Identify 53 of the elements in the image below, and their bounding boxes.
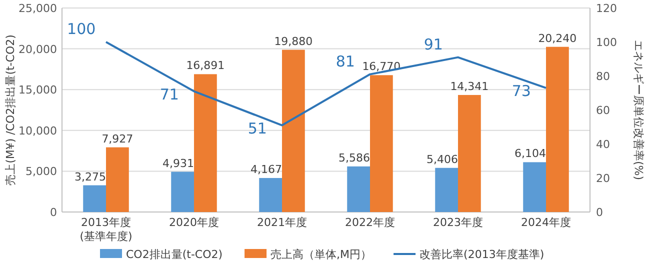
y-tick-label: 25,000 [18,2,57,15]
bar [523,162,546,212]
y2-tick-label: 40 [596,138,610,151]
data-label: 91 [424,35,443,54]
data-label: 7,927 [102,132,134,146]
x-tick-label: 2024年度 [521,216,571,229]
bar [282,50,305,212]
data-label: 51 [248,119,267,138]
bar [458,94,481,212]
data-label: 71 [160,85,179,104]
bar [194,74,217,212]
y2-tick-label: 0 [596,206,603,219]
data-label: 20,240 [538,32,577,45]
data-label: 3,275 [74,170,106,184]
legend-label: 改善比率(2013年度基準) [420,248,544,261]
bar [370,75,393,212]
bar [83,185,106,212]
data-label: 5,586 [338,151,370,164]
y2-tick-label: 20 [596,172,610,185]
y-tick-label: 15,000 [18,84,57,97]
x-tick-label: 2022年度 [345,216,395,229]
legend-label: CO2排出量(t-CO2) [126,248,223,261]
data-label: 16,891 [186,59,225,72]
y2-tick-label: 60 [596,104,610,117]
data-label: 4,167 [250,162,282,176]
y-tick-label: 10,000 [18,124,57,138]
legend-label: 売上高（単体,M円） [270,248,372,261]
y2-axis-title: エネルギー原単位改善率(%) [632,40,645,180]
x-tick-label: 2023年度 [433,216,483,229]
y2-tick-label: 100 [596,36,617,49]
bar [259,178,282,212]
data-label: 19,880 [274,34,313,48]
x-tick-label: 2013年度 (基準年度) [80,216,132,243]
bar [347,166,370,212]
x-tick-label: 2020年度 [169,216,219,229]
y-tick-label: 20,000 [18,42,57,56]
bar [435,168,458,212]
bar [106,147,129,212]
bar [171,172,194,212]
y2-tick-label: 80 [596,70,610,83]
data-label: 6,104 [514,147,546,160]
y-axis-title: 売上(M¥) /CO2排出量(t-CO2) [4,34,17,186]
y2-tick-label: 120 [596,2,617,15]
bar [546,46,569,212]
x-tick-label: 2021年度 [257,216,307,229]
data-label: 100 [67,20,96,38]
data-label: 5,406 [426,152,458,166]
data-label: 14,341 [450,80,489,93]
y-tick-label: 5,000 [26,165,57,178]
data-label: 81 [336,52,355,70]
data-label: 4,931 [162,156,194,170]
data-label: 73 [512,82,531,100]
y-tick-label: 0 [50,206,57,219]
